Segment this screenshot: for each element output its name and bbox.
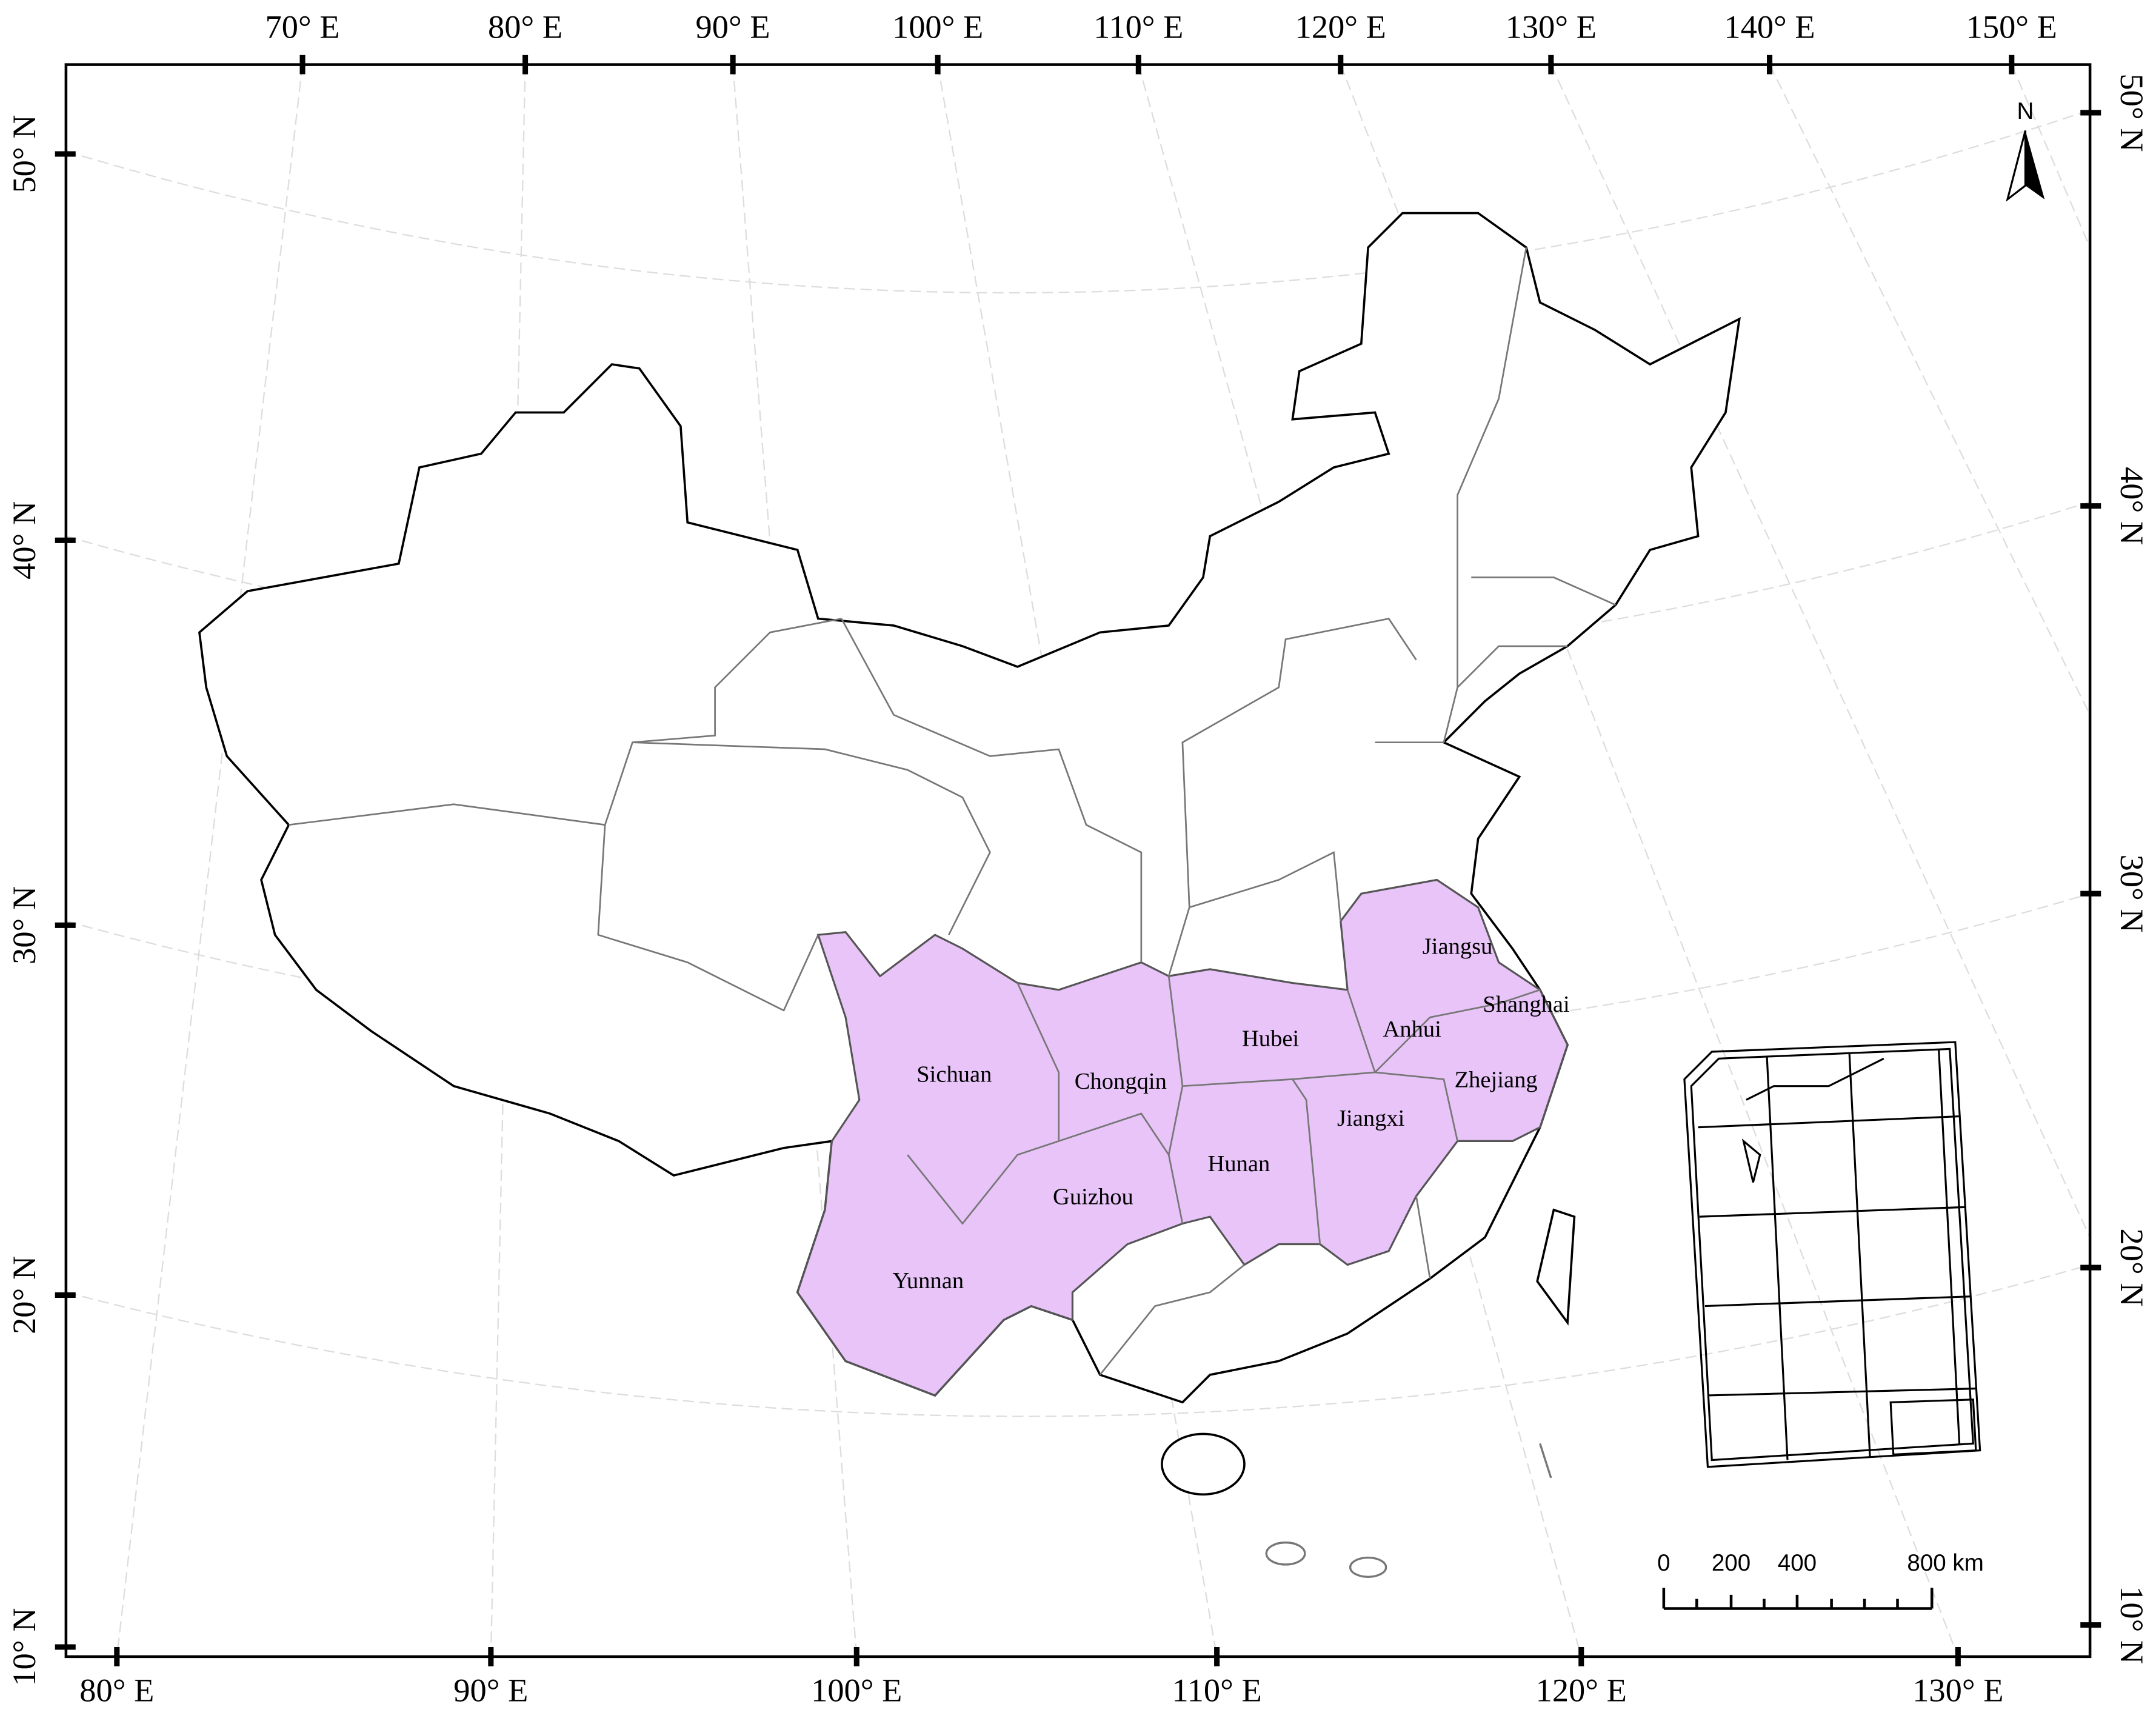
province-label: Jiangxi <box>1337 1106 1404 1131</box>
axis-label: 70° E <box>265 8 340 45</box>
inset-map <box>1683 1041 1981 1468</box>
province-label: Guizhou <box>1053 1184 1133 1209</box>
province-label: Yunnan <box>892 1268 964 1294</box>
scale-label: 400 <box>1778 1550 1817 1576</box>
axis-label: 30° N <box>2114 855 2151 933</box>
axis-label: 120° E <box>1295 8 1386 45</box>
north-arrow <box>2006 130 2045 202</box>
scale-label: 800 km <box>1907 1550 1983 1576</box>
axis-label: 100° E <box>811 1672 902 1709</box>
axis-label: 90° E <box>696 8 770 45</box>
province-borders <box>289 247 1617 1375</box>
axis-label: 90° E <box>453 1672 528 1709</box>
axis-label: 130° E <box>1506 8 1597 45</box>
axis-label: 80° E <box>488 8 562 45</box>
axis-label: 140° E <box>1724 8 1815 45</box>
axis-label: 40° N <box>2114 467 2151 545</box>
province-label: Shanghai <box>1483 992 1569 1017</box>
scale-label: 200 <box>1712 1550 1750 1576</box>
south-china-sea-islands <box>1265 1443 1552 1579</box>
north-label: N <box>2017 98 2034 124</box>
axis-label: 150° E <box>1966 8 2057 45</box>
axis-label: 40° N <box>5 501 42 580</box>
axis-label: 110° E <box>1172 1672 1261 1709</box>
axis-label: 10° N <box>5 1608 42 1686</box>
province-label: Chongqin <box>1075 1069 1167 1094</box>
province-label: Hunan <box>1208 1151 1270 1177</box>
axis-label: 80° E <box>79 1672 154 1709</box>
axis-label: 50° N <box>2114 73 2151 152</box>
axis-label: 20° N <box>2114 1229 2151 1307</box>
province-label: Anhui <box>1383 1017 1441 1042</box>
scale-label: 0 <box>1657 1550 1670 1576</box>
axis-label: 100° E <box>892 8 983 45</box>
taiwan <box>1536 1208 1576 1326</box>
hainan <box>1161 1432 1246 1496</box>
province-label: Sichuan <box>916 1062 992 1088</box>
axis-label: 130° E <box>1912 1672 2003 1709</box>
axis-label: 20° N <box>5 1256 42 1334</box>
axis-label: 10° N <box>2114 1586 2151 1664</box>
axis-label: 110° E <box>1093 8 1183 45</box>
axis-label: 120° E <box>1536 1672 1627 1709</box>
axis-label: 30° N <box>5 886 42 964</box>
province-label: Hubei <box>1242 1026 1299 1052</box>
province-label: Jiangsu <box>1423 934 1493 960</box>
province-label: Zhejiang <box>1455 1067 1538 1093</box>
map-frame <box>64 63 2092 1659</box>
axis-label: 50° N <box>5 115 42 193</box>
scale-bar <box>1662 1588 1934 1610</box>
